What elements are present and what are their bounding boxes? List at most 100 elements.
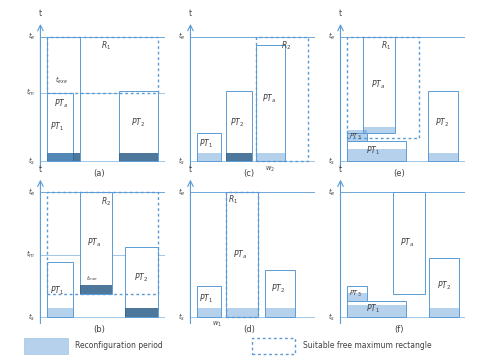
Bar: [119, 91, 158, 161]
Text: $t_s$: $t_s$: [28, 311, 35, 323]
Bar: [428, 91, 458, 161]
Text: t: t: [339, 165, 342, 174]
Bar: [347, 141, 406, 161]
Text: $PT_1$: $PT_1$: [366, 303, 380, 315]
Text: $R_1$: $R_1$: [101, 40, 111, 52]
Bar: [226, 91, 252, 161]
Bar: [256, 45, 285, 161]
Text: $t_s$: $t_s$: [328, 156, 335, 167]
Bar: [347, 133, 367, 141]
Text: $w_2$: $w_2$: [265, 164, 275, 174]
Text: $PT_2$: $PT_2$: [131, 116, 146, 129]
Text: $PT_a$: $PT_a$: [262, 93, 276, 105]
Text: $R_2$: $R_2$: [281, 40, 291, 52]
Text: $PT_3$: $PT_3$: [349, 132, 362, 142]
Text: t: t: [39, 9, 42, 18]
Text: $R_2$: $R_2$: [101, 195, 111, 208]
Text: $PT_3$: $PT_3$: [349, 289, 362, 299]
Text: $PT_1$: $PT_1$: [199, 292, 213, 304]
Text: (b): (b): [93, 325, 105, 334]
Text: $t_m$: $t_m$: [26, 249, 35, 260]
Text: $PT_a$: $PT_a$: [54, 97, 68, 110]
Text: $PT_1$: $PT_1$: [50, 121, 64, 133]
Text: $PT_1$: $PT_1$: [50, 284, 64, 297]
Bar: [429, 308, 459, 317]
Bar: [265, 308, 295, 317]
Text: $t_e$: $t_e$: [328, 187, 335, 198]
Bar: [226, 193, 258, 317]
Text: $PT_2$: $PT_2$: [435, 116, 450, 129]
Bar: [347, 286, 367, 302]
Text: $t_{exe}$: $t_{exe}$: [86, 274, 98, 282]
Text: $t_e$: $t_e$: [178, 187, 185, 198]
Text: Suitable free maximum rectangle: Suitable free maximum rectangle: [302, 341, 431, 350]
Bar: [47, 153, 80, 161]
Bar: [80, 193, 112, 294]
Bar: [125, 247, 158, 317]
Bar: [47, 193, 158, 294]
Text: $R_1$: $R_1$: [381, 40, 392, 52]
Bar: [226, 308, 258, 317]
Text: $PT_a$: $PT_a$: [400, 237, 414, 249]
Text: t: t: [189, 9, 192, 18]
Bar: [252, 337, 295, 354]
Text: $R_1$: $R_1$: [228, 194, 239, 206]
Bar: [256, 153, 285, 161]
Bar: [197, 286, 221, 317]
Text: $t_e$: $t_e$: [28, 187, 35, 198]
Text: $t_e$: $t_e$: [178, 31, 185, 42]
Text: $t_{exe}$: $t_{exe}$: [55, 75, 68, 86]
Text: t: t: [339, 9, 342, 18]
Text: $t_e$: $t_e$: [328, 31, 335, 42]
Bar: [47, 153, 73, 161]
Bar: [347, 293, 367, 302]
Text: $t_m$: $t_m$: [26, 87, 35, 98]
Bar: [47, 37, 80, 161]
Bar: [256, 37, 308, 161]
Bar: [197, 153, 221, 161]
Text: (c): (c): [244, 169, 255, 178]
Text: $PT_1$: $PT_1$: [199, 138, 213, 151]
Bar: [197, 308, 221, 317]
Text: (a): (a): [93, 169, 105, 178]
Text: $PT_a$: $PT_a$: [233, 248, 247, 261]
Text: $PT_2$: $PT_2$: [230, 116, 244, 129]
Text: $t_e$: $t_e$: [28, 31, 35, 42]
Text: $PT_2$: $PT_2$: [271, 283, 285, 295]
Text: $t_s$: $t_s$: [328, 311, 335, 323]
Bar: [347, 130, 367, 141]
Bar: [47, 308, 73, 317]
Bar: [24, 337, 68, 354]
Text: t: t: [39, 165, 42, 174]
Bar: [226, 193, 258, 317]
Text: $t_s$: $t_s$: [28, 156, 35, 167]
Text: Reconfiguration period: Reconfiguration period: [75, 341, 163, 350]
Bar: [347, 149, 406, 161]
Text: $PT_2$: $PT_2$: [437, 279, 451, 292]
Bar: [347, 302, 406, 317]
Bar: [197, 133, 221, 161]
Text: (f): (f): [394, 325, 404, 334]
Text: $w_1$: $w_1$: [212, 320, 222, 329]
Bar: [80, 285, 112, 294]
Text: $t_s$: $t_s$: [178, 156, 185, 167]
Bar: [125, 308, 158, 317]
Text: $PT_a$: $PT_a$: [87, 237, 101, 249]
Bar: [119, 153, 158, 161]
Text: $PT_1$: $PT_1$: [366, 145, 380, 157]
Bar: [393, 193, 425, 294]
Bar: [47, 262, 73, 317]
Bar: [347, 37, 419, 138]
Bar: [363, 127, 395, 133]
Text: (e): (e): [393, 169, 405, 178]
Bar: [47, 93, 73, 161]
Text: $PT_a$: $PT_a$: [371, 79, 385, 91]
Bar: [226, 153, 252, 161]
Text: t: t: [189, 165, 192, 174]
Text: (d): (d): [243, 325, 255, 334]
Bar: [363, 37, 395, 133]
Bar: [47, 37, 158, 93]
Bar: [347, 304, 406, 317]
Text: $t_s$: $t_s$: [178, 311, 185, 323]
Bar: [428, 153, 458, 161]
